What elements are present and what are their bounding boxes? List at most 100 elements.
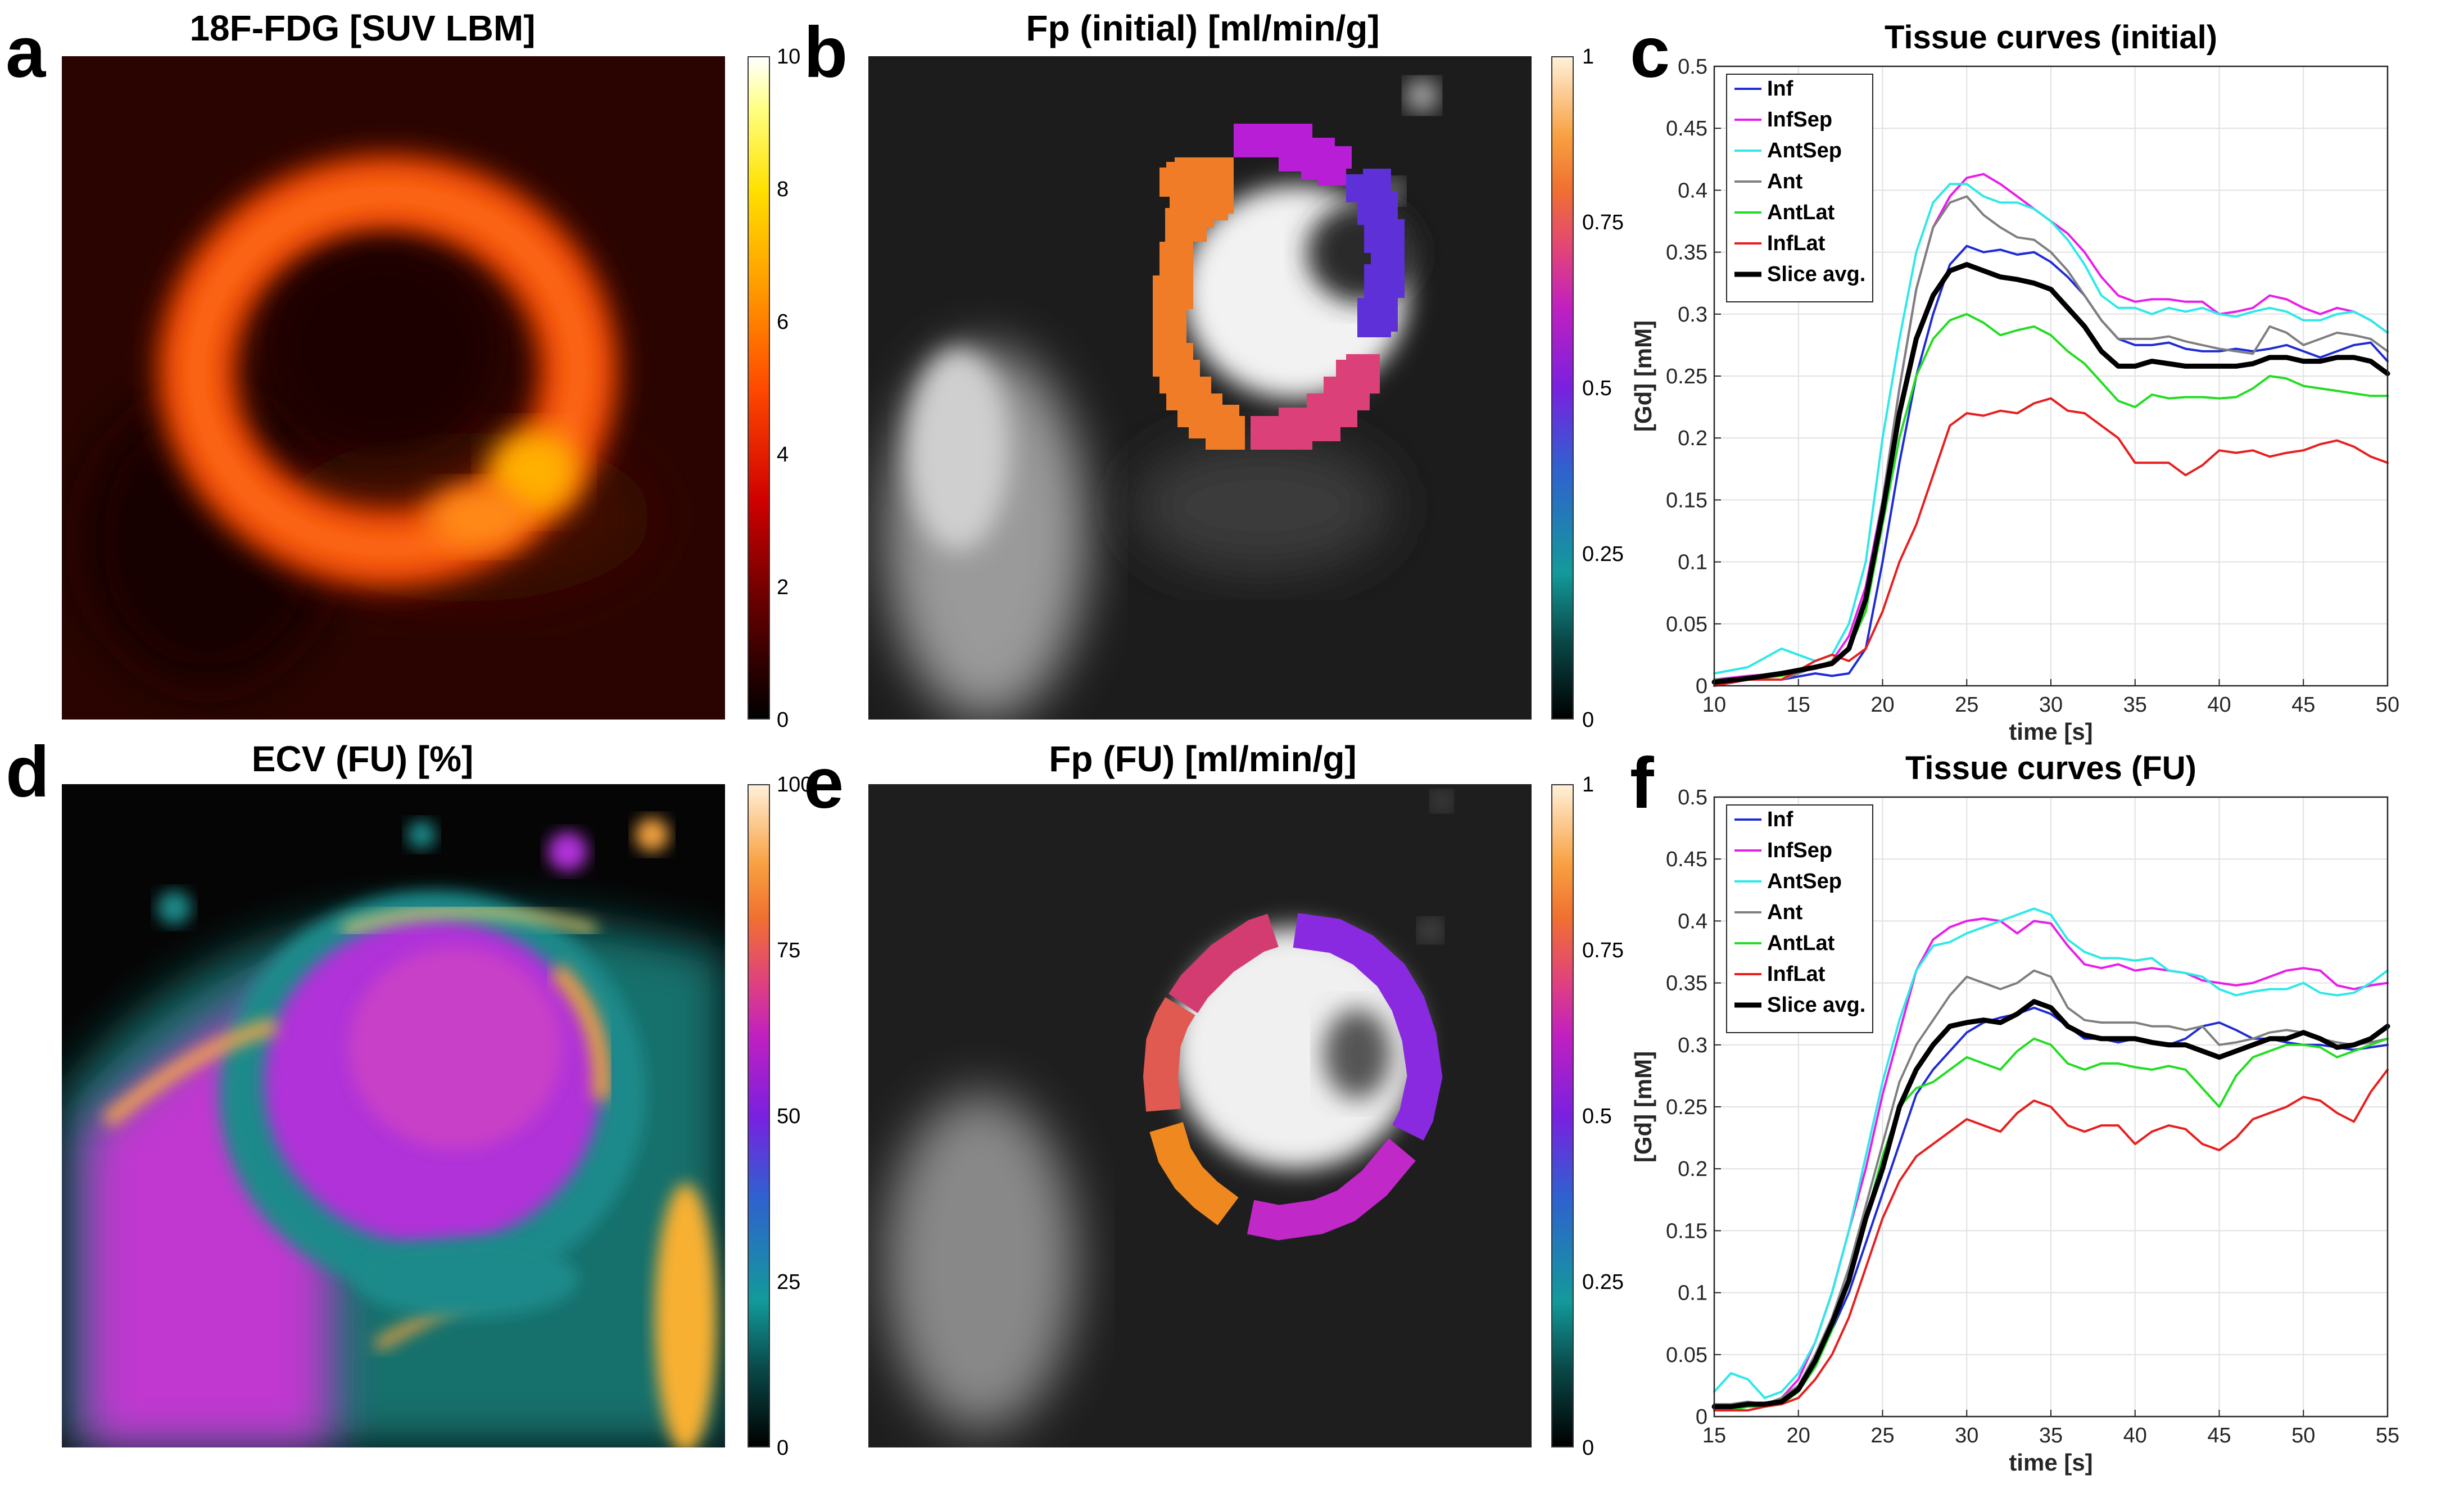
cbar-a-tick-2: 2 (777, 576, 789, 599)
chart-f-ylabel: [Gd] [mM] (1630, 1051, 1656, 1162)
chart-f-legend-label-antsep: AntSep (1767, 870, 1842, 893)
chart-f-tissue-curves-fu: 15 20 25 30 35 40 45 50 55 0 0.05 0.1 0.15 0.2 0.25 0.3… (1630, 750, 2399, 1476)
chart-c-ytick-label-0-15: 0.15 (1666, 488, 1707, 512)
panel-b-title: Fp (initial) [ml/min/g] (1026, 8, 1380, 48)
chart-f-series-inflat (1713, 1068, 2389, 1411)
chart-f-ytick-label-0-4: 0.4 (1678, 910, 1707, 933)
chart-f-legend-label-antlat: AntLat (1767, 931, 1835, 955)
panel-e-title: Fp (FU) [ml/min/g] (1049, 739, 1357, 779)
chart-c-series-inf (1713, 245, 2389, 687)
chart-c-xtick-label-20: 20 (1870, 693, 1894, 717)
chart-f-xtick-label-35: 35 (2039, 1424, 2063, 1447)
chart-f-ytick-label-0: 0 (1696, 1405, 1707, 1429)
chart-c-xtick-label-10: 10 (1702, 693, 1726, 717)
chart-f-xtick-label-15: 15 (1702, 1424, 1726, 1447)
chart-c-title: Tissue curves (initial) (1885, 19, 2217, 56)
chart-f-series-antlat (1713, 1037, 2389, 1411)
panel-b-segment-ring (1153, 124, 1405, 450)
panel-d-ecv-image (62, 784, 725, 1447)
chart-c-ytick-label-0-2: 0.2 (1678, 427, 1707, 450)
chart-f-ytick-label-0-1: 0.1 (1678, 1282, 1707, 1305)
chart-f-xtick-label-55: 55 (2376, 1424, 2399, 1447)
chart-c-legend-label-antlat: AntLat (1767, 201, 1835, 224)
panel-a-colorbar (748, 56, 770, 720)
panel-label-e: e (804, 743, 844, 824)
chart-c-ytick-label-0-05: 0.05 (1666, 613, 1707, 636)
chart-f-legend-label-inflat: InfLat (1767, 962, 1826, 986)
cbar-a-tick-6: 6 (777, 310, 789, 334)
cbar-a-tick-10: 10 (777, 45, 801, 69)
chart-f-xtick-label-30: 30 (1955, 1424, 1978, 1447)
cbar-d-tick-75: 75 (777, 939, 801, 962)
chart-c-xtick-label-35: 35 (2123, 693, 2147, 717)
cbar-e-tick-0: 0 (1582, 1436, 1595, 1460)
panel-b-perfusion-image (868, 56, 1532, 720)
chart-c-series-inflat (1713, 397, 2389, 687)
chart-f-ytick-label-0-3: 0.3 (1678, 1034, 1707, 1057)
chart-f-series-ant (1713, 969, 2389, 1405)
chart-f-xtick-label-45: 45 (2207, 1424, 2231, 1447)
cbar-a-tick-0: 0 (777, 708, 789, 732)
chart-f-legend-box (1726, 804, 1873, 1033)
chart-f-xlabel: time [s] (2009, 1449, 2092, 1476)
chart-f-legend-label-slice-avg: Slice avg. (1767, 993, 1865, 1017)
panel-d-colorbar (748, 784, 770, 1447)
cbar-d-tick-0: 0 (777, 1436, 789, 1460)
cbar-b-tick-0: 0 (1582, 708, 1595, 732)
cbar-b-tick-075: 0.75 (1582, 211, 1624, 234)
panel-label-c: c (1630, 12, 1670, 93)
chart-f-ytick-label-0-45: 0.45 (1666, 848, 1707, 871)
panel-label-a: a (6, 12, 46, 93)
chart-f-series-slice-avg (1711, 999, 2390, 1409)
chart-c-ytick-label-0-25: 0.25 (1666, 365, 1707, 388)
chart-f-xtick-label-40: 40 (2123, 1424, 2147, 1447)
chart-c-series-antsep (1713, 183, 2389, 675)
chart-f-ytick-label-0-05: 0.05 (1666, 1343, 1707, 1367)
panel-d-title: ECV (FU) [%] (251, 739, 474, 779)
chart-f-series-antsep (1713, 907, 2389, 1399)
chart-c-xtick-label-45: 45 (2291, 693, 2315, 717)
chart-c-xtick-label-40: 40 (2207, 693, 2231, 717)
chart-f-xtick-label-20: 20 (1787, 1424, 1810, 1447)
chart-c-legend-box (1726, 74, 1873, 302)
cbar-d-tick-25: 25 (777, 1270, 801, 1294)
cbar-b-tick-025: 0.25 (1582, 542, 1624, 566)
chart-c-tissue-curves-initial: 10 15 20 25 30 35 40 45 50 0 0.05 0.1 0.15 0.2 0.25 0.3… (1630, 19, 2399, 745)
cbar-d-tick-50: 50 (777, 1105, 801, 1128)
chart-f-ytick-label-0-5: 0.5 (1678, 786, 1707, 809)
chart-f-ytick-label-0-2: 0.2 (1678, 1157, 1707, 1181)
chart-c-ytick-label-0-35: 0.35 (1666, 241, 1707, 265)
chart-c-ytick-label-0-1: 0.1 (1678, 551, 1707, 574)
panel-e-perfusion-image (868, 784, 1532, 1447)
cbar-d-tick-100: 100 (777, 773, 813, 797)
cbar-a-tick-4: 4 (777, 443, 789, 467)
panel-a-pet-image (62, 56, 725, 720)
chart-c-legend-label-antsep: AntSep (1767, 139, 1842, 162)
chart-c-xlabel: time [s] (2009, 718, 2092, 745)
chart-c-legend-label-inflat: InfLat (1767, 232, 1826, 255)
panel-label-b: b (804, 12, 848, 93)
chart-c-ylabel: [Gd] [mM] (1630, 320, 1656, 432)
chart-f-ytick-label-0-25: 0.25 (1666, 1096, 1707, 1119)
cbar-e-tick-1: 1 (1582, 773, 1595, 797)
panel-a-title: 18F-FDG [SUV LBM] (189, 8, 536, 48)
panel-b-colorbar (1551, 56, 1574, 720)
chart-c-xtick-label-15: 15 (1787, 693, 1810, 717)
chart-f-title: Tissue curves (FU) (1905, 750, 2196, 786)
chart-c-legend-label-infsep: InfSep (1767, 108, 1832, 132)
cbar-e-tick-025: 0.25 (1582, 1270, 1624, 1294)
panel-e-colorbar (1551, 784, 1574, 1447)
chart-c-legend-label-inf: Inf (1767, 77, 1793, 101)
chart-c-ytick-label-0-5: 0.5 (1678, 55, 1707, 79)
chart-c-ytick-label-0-45: 0.45 (1666, 117, 1707, 141)
chart-f-legend-label-inf: Inf (1767, 808, 1793, 831)
chart-c-legend-label-ant: Ant (1767, 170, 1803, 193)
chart-f-xtick-label-50: 50 (2291, 1424, 2315, 1447)
cbar-b-tick-05: 0.5 (1582, 377, 1612, 400)
chart-f-ytick-label-0-15: 0.15 (1666, 1219, 1707, 1243)
panel-e-segment-ring (1143, 913, 1443, 1241)
chart-f-ytick-label-0-35: 0.35 (1666, 972, 1707, 996)
cbar-a-tick-8: 8 (777, 178, 789, 201)
chart-c-xtick-label-30: 30 (2039, 693, 2063, 717)
chart-c-xtick-label-25: 25 (1955, 693, 1978, 717)
